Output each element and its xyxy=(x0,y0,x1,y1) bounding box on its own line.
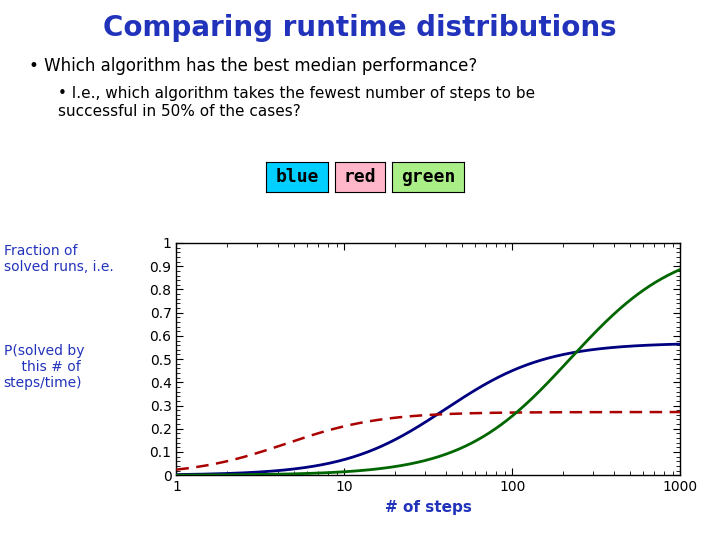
Text: • Which algorithm has the best median performance?: • Which algorithm has the best median pe… xyxy=(29,57,477,75)
Text: Fraction of
solved runs, i.e.: Fraction of solved runs, i.e. xyxy=(4,244,113,274)
Text: P(solved by
    this # of
steps/time): P(solved by this # of steps/time) xyxy=(4,344,84,390)
Text: green: green xyxy=(401,168,456,186)
Text: • I.e., which algorithm takes the fewest number of steps to be
successful in 50%: • I.e., which algorithm takes the fewest… xyxy=(58,86,535,119)
Text: Comparing runtime distributions: Comparing runtime distributions xyxy=(103,14,617,42)
X-axis label: # of steps: # of steps xyxy=(385,500,472,515)
Text: red: red xyxy=(343,168,377,186)
Text: blue: blue xyxy=(275,168,319,186)
